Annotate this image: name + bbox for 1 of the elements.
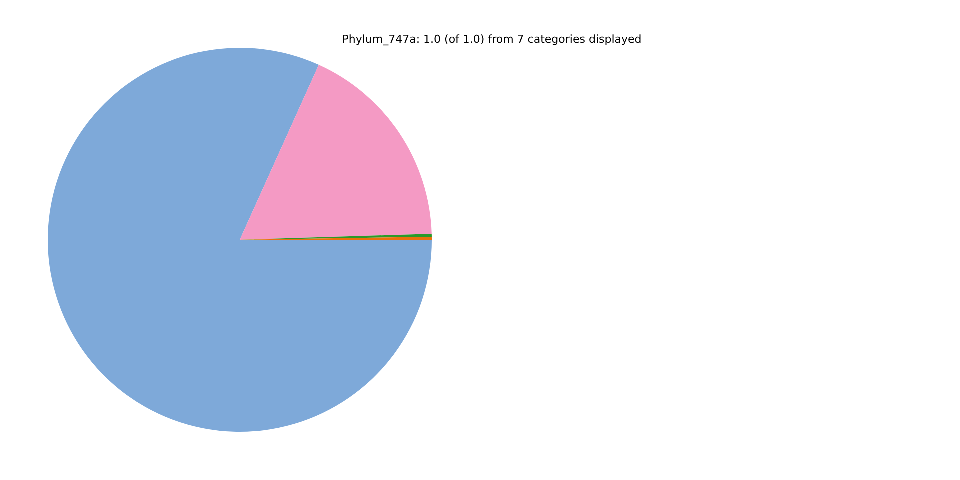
text: Phylum_747a: 1.0 (of 1.0) from 7 categories displayed — [342, 32, 642, 46]
